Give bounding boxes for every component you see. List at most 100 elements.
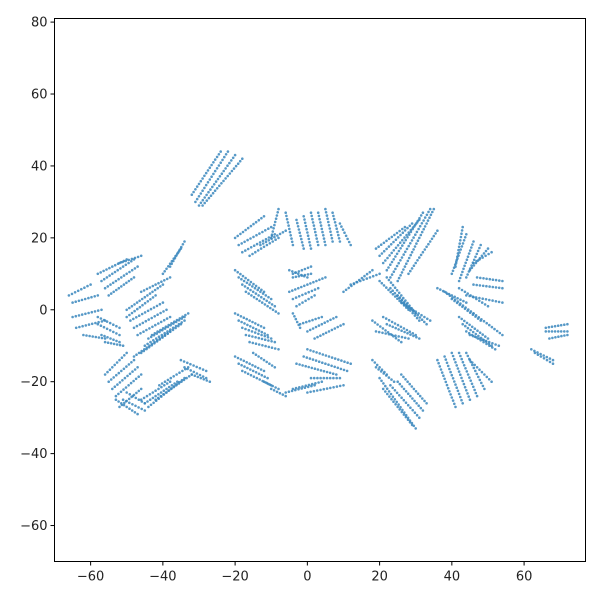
scatter-point: [113, 385, 117, 389]
scatter-point: [465, 351, 468, 355]
scatter-point: [100, 320, 104, 323]
scatter-point: [203, 196, 206, 199]
scatter-point: [460, 229, 464, 232]
scatter-point: [394, 238, 398, 241]
scatter-point: [118, 261, 121, 265]
scatter-point: [260, 288, 263, 292]
scatter-point: [192, 364, 195, 367]
scatter-point: [341, 228, 345, 231]
scatter-point: [268, 362, 271, 366]
scatter-point: [466, 273, 469, 276]
scatter-point: [310, 289, 314, 293]
scatter-point: [258, 232, 261, 235]
scatter-point: [485, 375, 489, 379]
scatter-point: [213, 169, 217, 173]
scatter-point: [479, 276, 482, 280]
scatter-point: [181, 315, 184, 319]
scatter-point: [267, 295, 270, 299]
scatter-point: [476, 249, 480, 253]
scatter-point: [342, 368, 346, 372]
scatter-point: [317, 324, 321, 327]
scatter-point: [400, 256, 404, 259]
scatter-point: [409, 253, 413, 257]
scatter-point: [303, 284, 306, 288]
scatter-point: [418, 236, 421, 240]
scatter-point: [488, 285, 491, 288]
scatter-point: [204, 183, 208, 187]
scatter-point: [147, 345, 151, 349]
scatter-point: [305, 227, 308, 231]
scatter-point: [327, 363, 330, 367]
scatter-point: [249, 224, 253, 228]
scatter-point: [461, 379, 465, 383]
scatter-point: [379, 243, 383, 246]
scatter-point: [106, 336, 109, 339]
scatter-point: [314, 234, 318, 237]
scatter-point: [273, 304, 277, 308]
scatter-point: [192, 370, 196, 374]
scatter-point: [260, 373, 264, 377]
scatter-point: [167, 385, 171, 389]
scatter-point: [380, 281, 384, 285]
scatter-point: [277, 207, 280, 211]
scatter-point: [180, 321, 183, 324]
scatter-point: [269, 225, 273, 229]
scatter-point: [331, 240, 334, 243]
scatter-point: [124, 399, 128, 403]
scatter-point: [123, 354, 126, 357]
scatter-point: [169, 328, 172, 331]
scatter-point: [185, 376, 188, 380]
scatter-point: [103, 286, 107, 290]
scatter-point: [302, 247, 306, 250]
scatter-point: [268, 383, 272, 386]
scatter-point: [482, 252, 486, 255]
scatter-point: [389, 290, 393, 294]
scatter-point: [320, 380, 324, 384]
scatter-point: [387, 288, 390, 292]
scatter-point: [557, 335, 560, 339]
scatter-point: [290, 237, 293, 240]
scatter-point: [334, 224, 338, 227]
scatter-point: [211, 185, 214, 189]
scatter-point: [246, 366, 249, 370]
scatter-point: [458, 303, 462, 307]
scatter-point: [475, 276, 479, 279]
scatter-point: [80, 313, 84, 316]
scatter-point: [219, 150, 222, 153]
scatter-point: [465, 276, 468, 279]
scatter-point: [387, 390, 391, 393]
scatter-point: [152, 401, 155, 405]
scatter-point: [413, 399, 416, 403]
scatter-point: [145, 328, 148, 332]
scatter-point: [246, 226, 250, 230]
scatter-point: [391, 386, 395, 390]
scatter-point: [388, 395, 391, 398]
scatter-point: [246, 278, 250, 282]
scatter-point: [126, 374, 129, 378]
scatter-point: [254, 327, 258, 331]
scatter-point: [400, 385, 404, 388]
scatter-point: [173, 320, 176, 324]
scatter-point: [133, 411, 137, 414]
scatter-point: [335, 376, 339, 380]
scatter-point: [468, 376, 471, 379]
scatter-point: [208, 380, 212, 384]
scatter-point: [82, 333, 85, 337]
scatter-point: [261, 239, 265, 243]
scatter-point: [201, 177, 204, 180]
scatter-point: [301, 301, 304, 304]
x-tick-label: 20: [371, 570, 388, 585]
scatter-point: [306, 391, 309, 394]
scatter-point: [194, 200, 197, 204]
scatter-point: [122, 403, 126, 407]
scatter-point: [484, 254, 487, 258]
scatter-point: [165, 308, 168, 312]
scatter-point: [449, 393, 452, 396]
scatter-point: [249, 280, 253, 284]
scatter-point: [313, 384, 316, 387]
scatter-point: [371, 268, 374, 272]
scatter-point: [163, 384, 166, 387]
scatter-point: [318, 278, 321, 282]
scatter-point: [112, 376, 115, 379]
scatter-point: [133, 267, 137, 270]
